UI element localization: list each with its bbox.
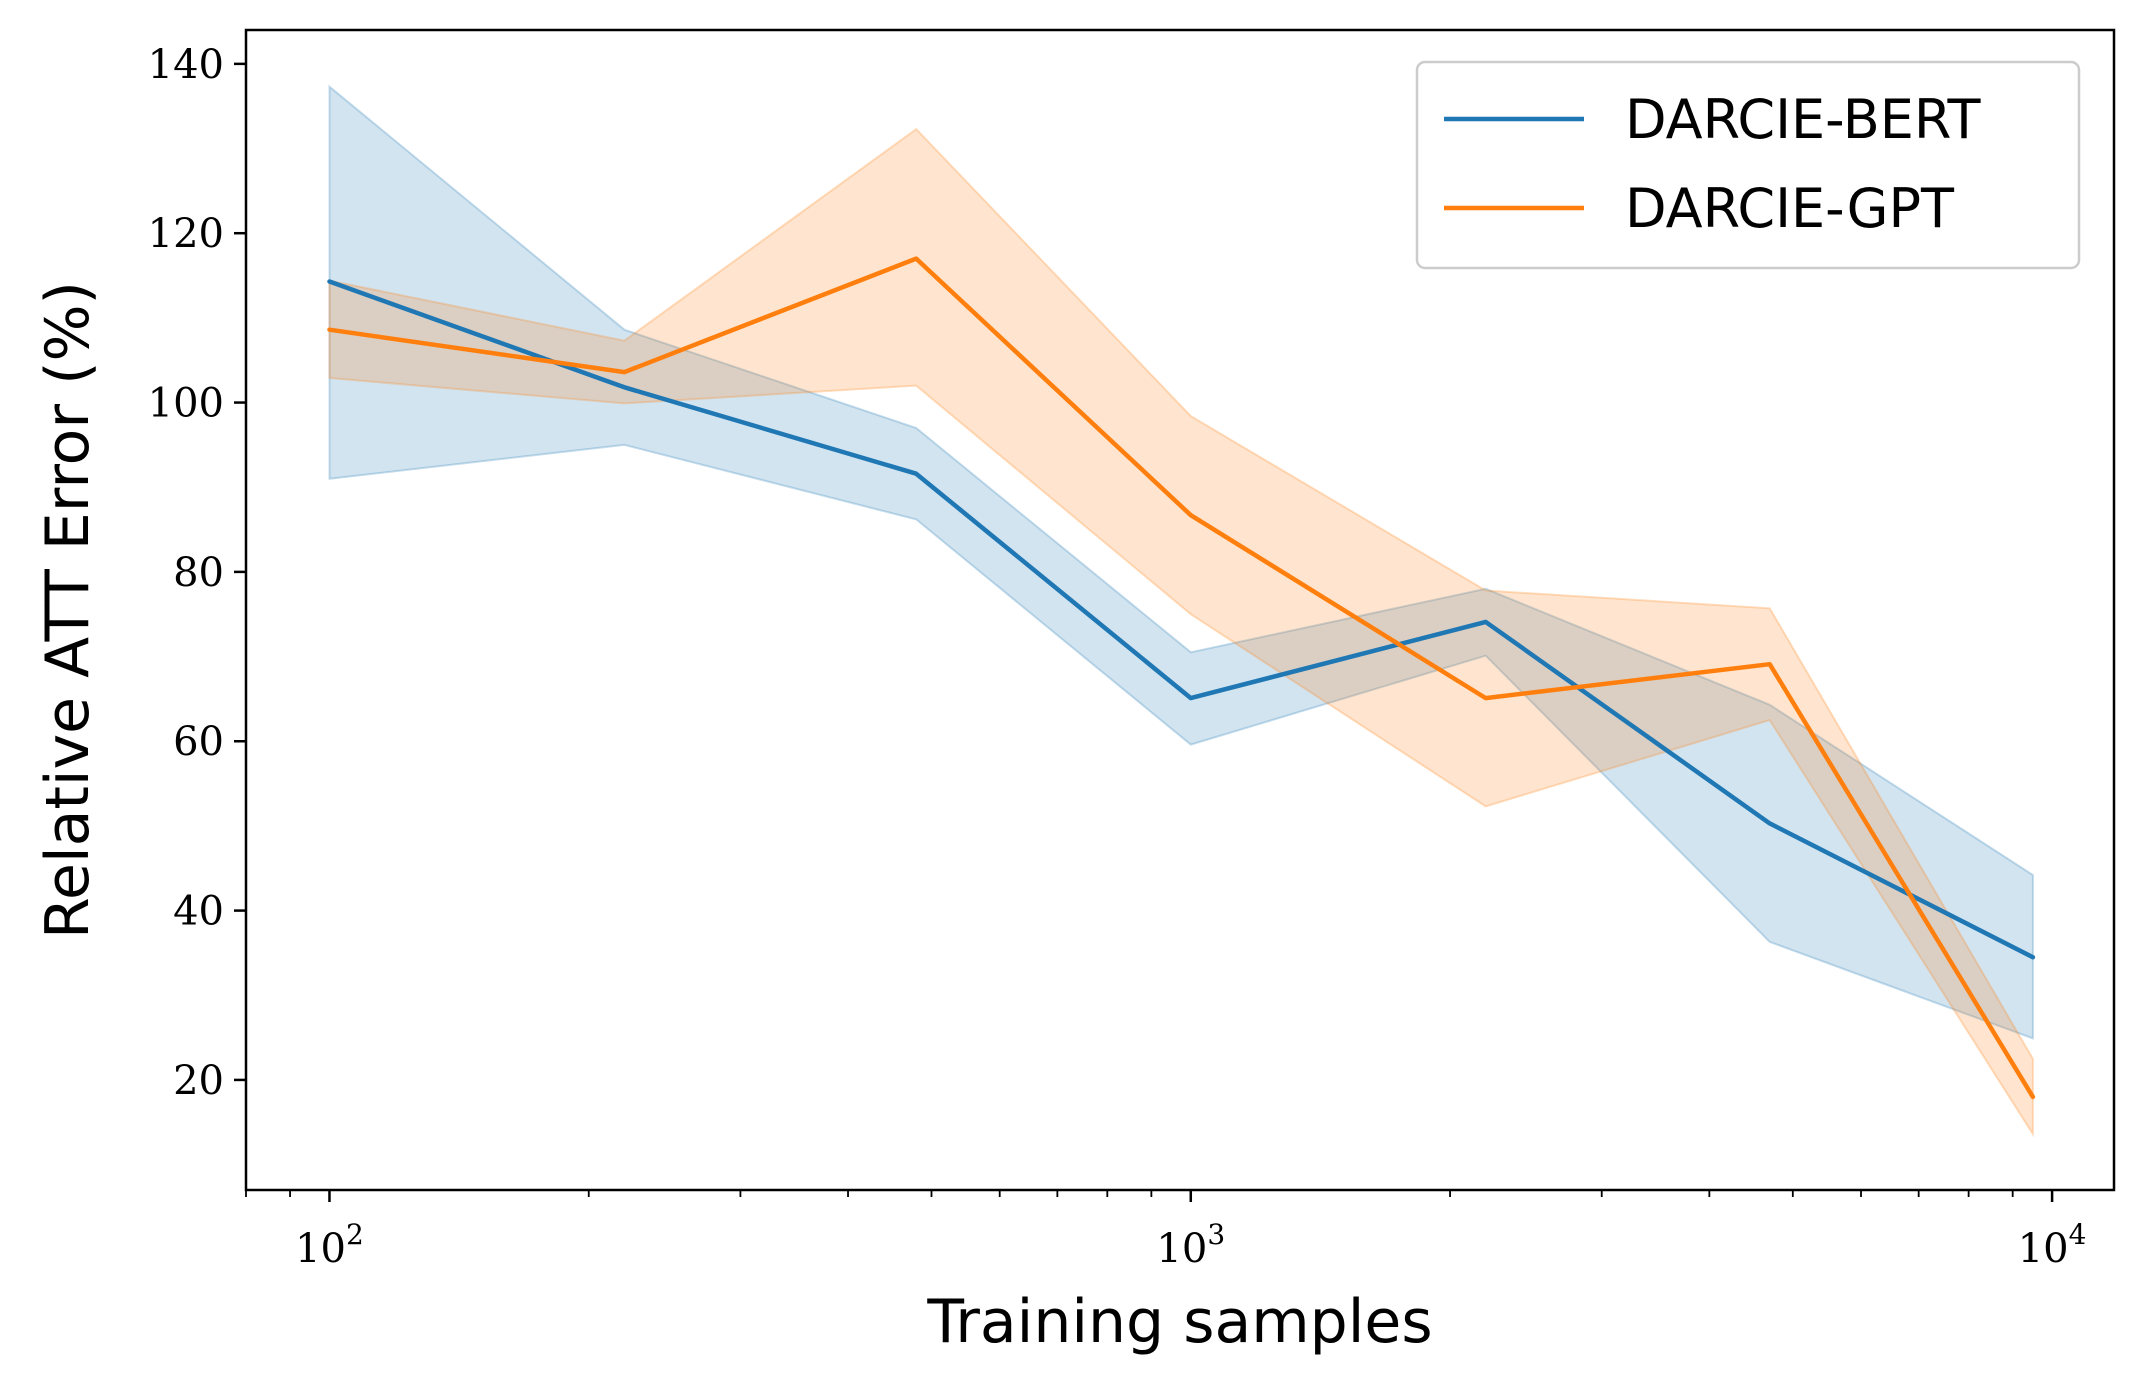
legend: DARCIE-BERT DARCIE-GPT — [1415, 60, 2081, 270]
x-tick-label-0: 102 — [295, 1218, 364, 1272]
y-tick-label-5: 120 — [148, 211, 224, 257]
confidence-band-0 — [328, 84, 2034, 1040]
legend-label-bert: DARCIE-BERT — [1625, 88, 1981, 151]
legend-box — [1415, 60, 2081, 270]
confidence-band-1 — [328, 127, 2034, 1138]
x-axis-label: Training samples — [926, 1287, 1432, 1357]
x-tick-label-1: 103 — [1156, 1218, 1225, 1272]
legend-label-gpt: DARCIE-GPT — [1625, 177, 1955, 240]
y-tick-label-0: 20 — [173, 1058, 224, 1104]
y-tick-label-1: 40 — [173, 889, 224, 935]
y-tick-label-2: 60 — [173, 719, 224, 765]
x-tick-label-2: 104 — [2018, 1218, 2087, 1272]
confidence-bands — [328, 84, 2034, 1138]
y-tick-label-3: 80 — [173, 550, 224, 596]
series-line-1 — [327, 256, 2036, 1100]
y-axis-label: Relative ATT Error (%) — [33, 281, 103, 939]
x-axis-ticks: 102 103 104 — [245, 1190, 2087, 1272]
series-lines — [327, 256, 2036, 1100]
y-tick-label-6: 140 — [148, 42, 224, 88]
y-axis-ticks: 20 40 60 80 100 120 140 — [148, 42, 246, 1104]
series-line-0 — [327, 279, 2036, 960]
plot-frame — [244, 28, 2116, 1192]
y-tick-label-4: 100 — [148, 381, 224, 427]
